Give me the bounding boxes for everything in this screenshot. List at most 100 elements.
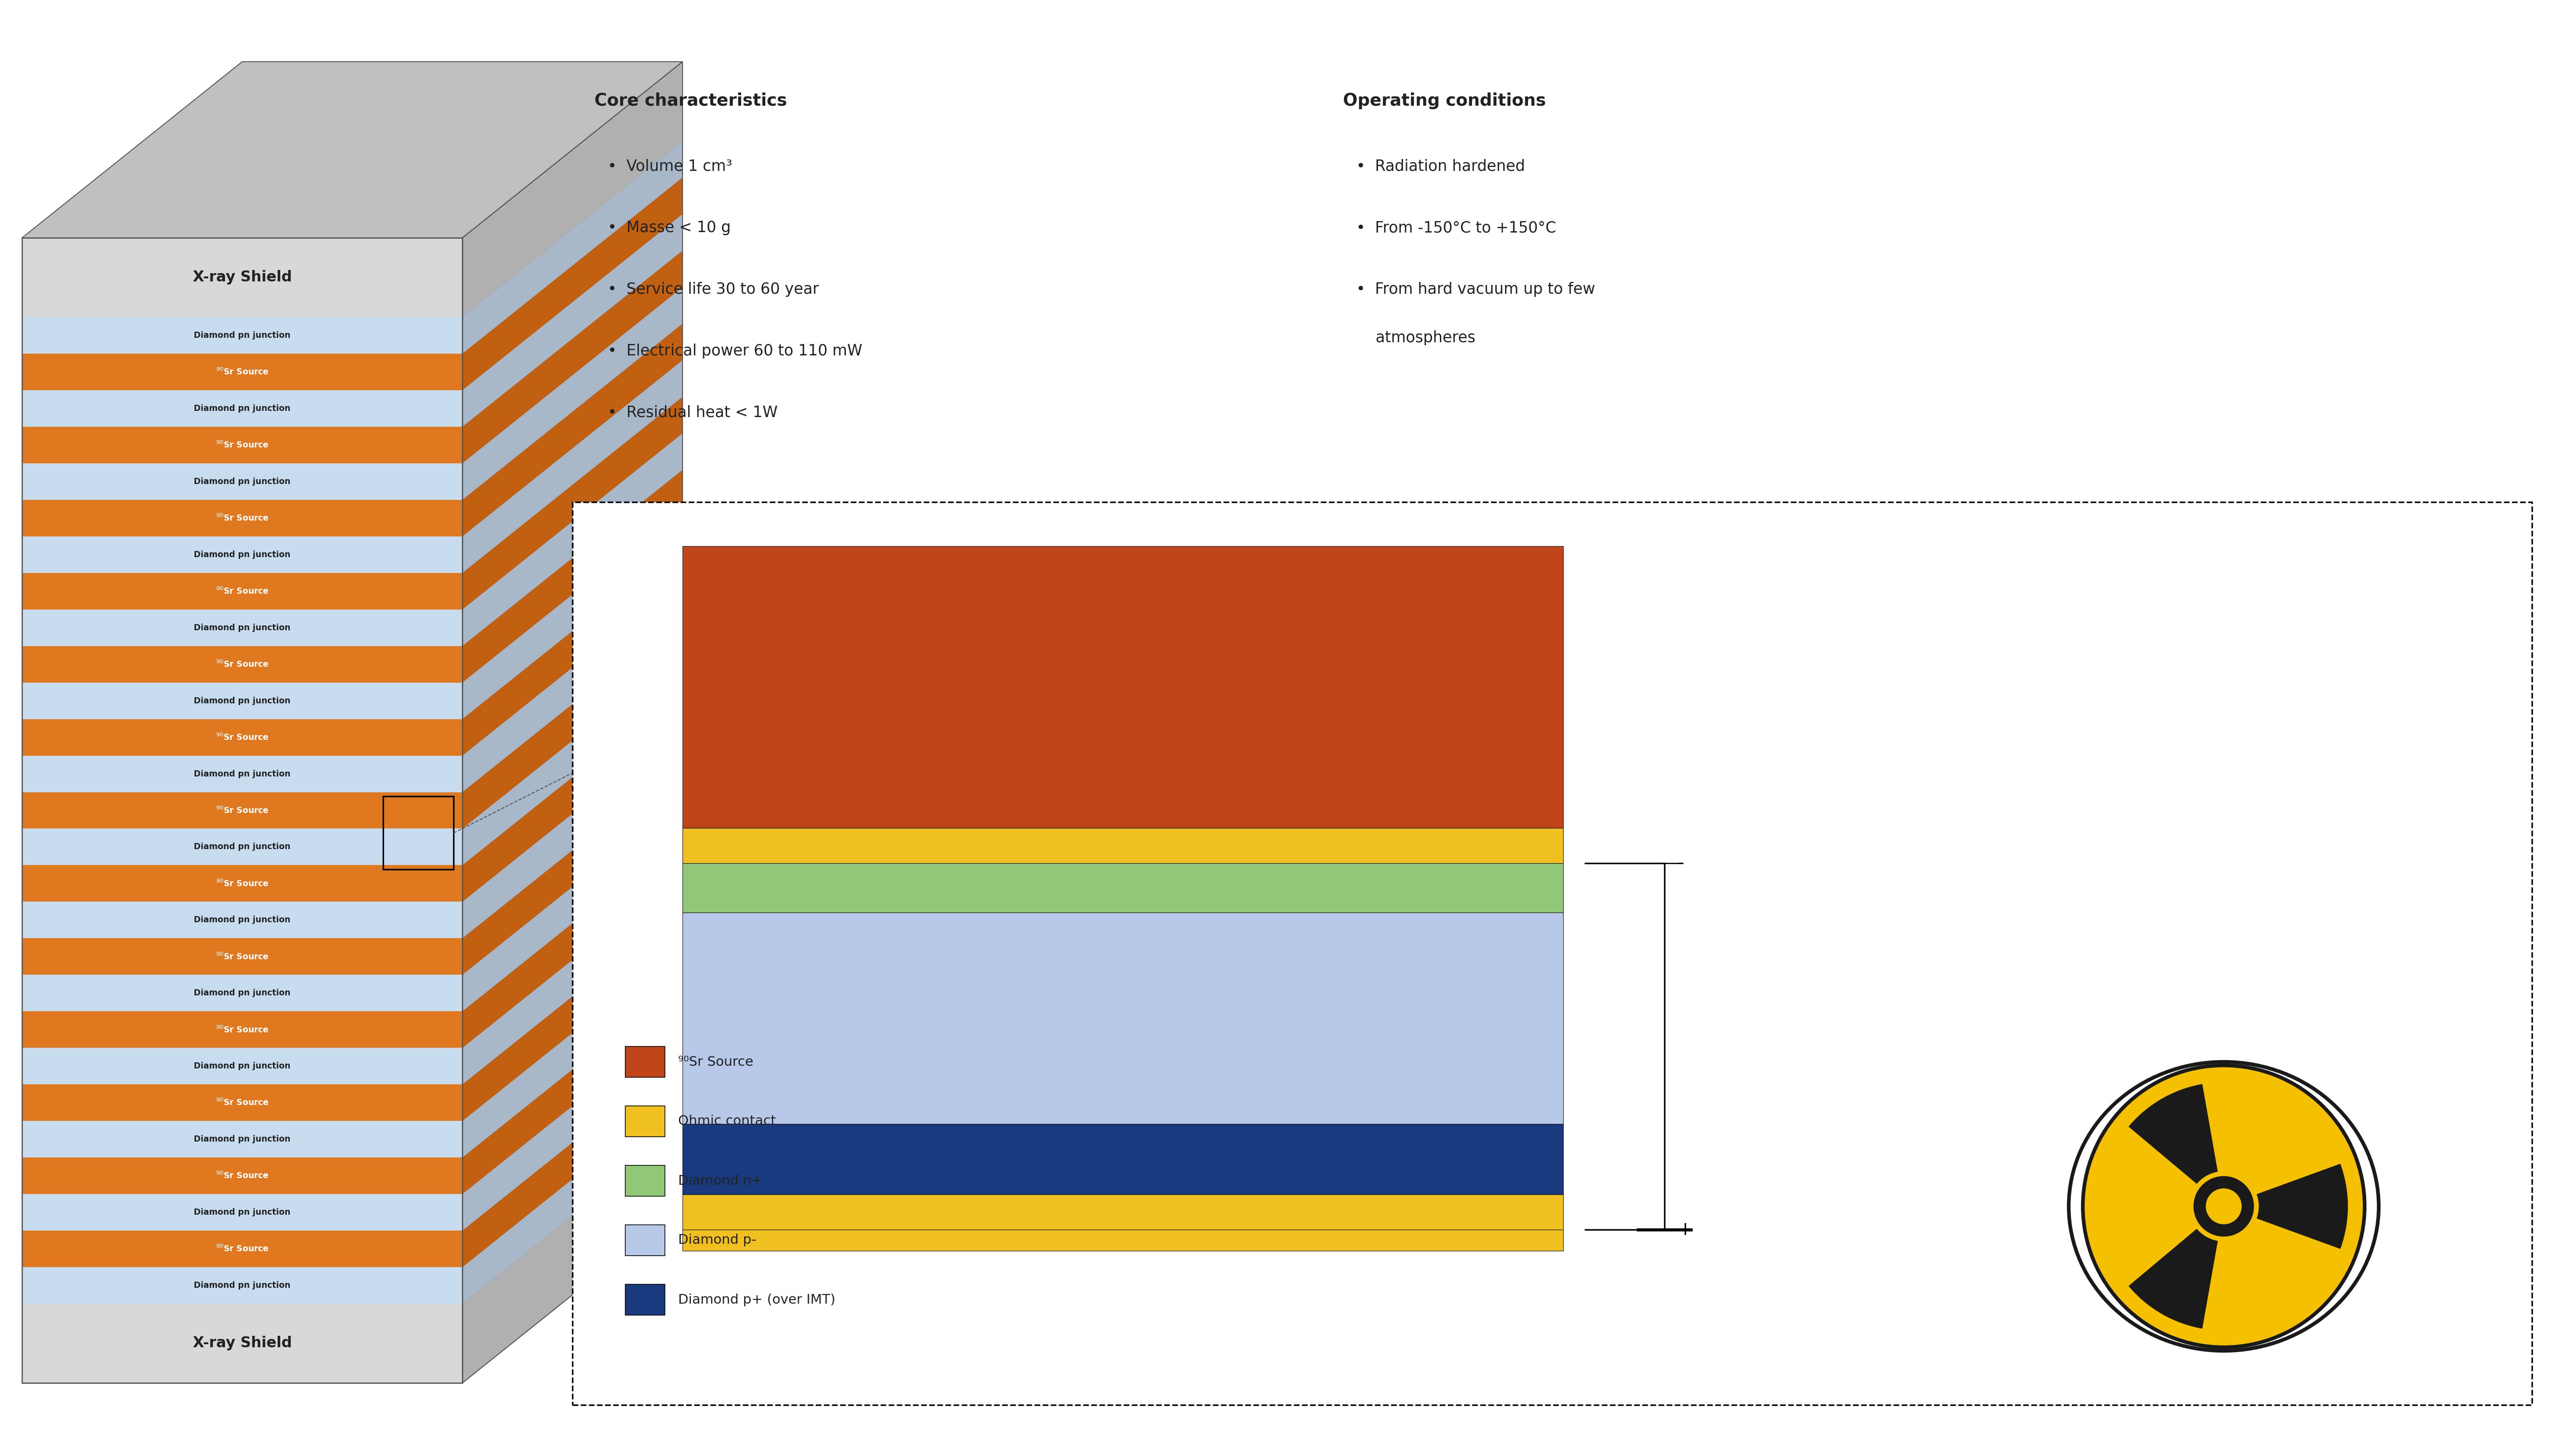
Bar	[683, 864, 1564, 913]
Text: $^{90}$Sr Source: $^{90}$Sr Source	[216, 1098, 268, 1107]
Bar	[23, 1158, 461, 1194]
Polygon shape	[461, 652, 683, 865]
Polygon shape	[461, 872, 683, 1084]
Bar	[384, 797, 453, 869]
Polygon shape	[461, 543, 683, 755]
Text: $^{90}$Sr Source: $^{90}$Sr Source	[216, 1171, 268, 1181]
Polygon shape	[461, 580, 683, 793]
Polygon shape	[461, 62, 683, 1382]
Bar	[23, 1084, 461, 1122]
Bar	[23, 500, 461, 536]
Text: Core characteristics: Core characteristics	[595, 93, 788, 109]
Text: Diamond pn junction: Diamond pn junction	[193, 1208, 291, 1217]
Bar	[572, 503, 2532, 1406]
Polygon shape	[461, 214, 683, 426]
Text: Diamond pn junction: Diamond pn junction	[193, 697, 291, 706]
Bar	[683, 827, 1564, 864]
Bar	[23, 536, 461, 572]
Bar	[23, 865, 461, 901]
Bar	[23, 1011, 461, 1048]
Polygon shape	[461, 287, 683, 500]
Text: Diamond pn junction: Diamond pn junction	[193, 1135, 291, 1143]
Bar	[23, 610, 461, 646]
Text: Diamond pn junction: Diamond pn junction	[193, 477, 291, 485]
Bar	[23, 975, 461, 1011]
Text: Diamond n+: Diamond n+	[677, 1174, 762, 1187]
Bar	[683, 546, 1564, 827]
Text: $^{90}$Sr Source: $^{90}$Sr Source	[216, 878, 268, 888]
Text: Diamond pn junction: Diamond pn junction	[193, 1062, 291, 1071]
Text: Diamond pn junction: Diamond pn junction	[193, 332, 291, 339]
Text: Operating conditions: Operating conditions	[1342, 93, 1546, 109]
Text: Ohmic contact: Ohmic contact	[677, 1114, 775, 1127]
Text: Diamond pn junction: Diamond pn junction	[193, 988, 291, 997]
Bar	[683, 1194, 1564, 1230]
Polygon shape	[461, 945, 683, 1158]
Polygon shape	[461, 690, 683, 901]
Bar	[23, 317, 461, 354]
Text: $^{90}$Sr Source: $^{90}$Sr Source	[216, 733, 268, 742]
Text: $^{90}$Sr Source: $^{90}$Sr Source	[216, 1024, 268, 1035]
Polygon shape	[23, 62, 683, 238]
Polygon shape	[461, 835, 683, 1048]
Polygon shape	[461, 397, 683, 610]
Wedge shape	[2257, 1164, 2347, 1249]
Text: •  Volume 1 cm³: • Volume 1 cm³	[608, 158, 732, 174]
Polygon shape	[461, 469, 683, 682]
Text: Diamond pn junction: Diamond pn junction	[193, 769, 291, 778]
Text: atmospheres: atmospheres	[1355, 330, 1476, 345]
Bar	[23, 1266, 461, 1304]
Text: +: +	[1677, 1220, 1692, 1239]
Text: Diamond pn junction: Diamond pn junction	[193, 1281, 291, 1290]
Bar	[626, 1046, 665, 1077]
Bar	[23, 1122, 461, 1158]
Bar	[23, 464, 461, 500]
Bar	[23, 1048, 461, 1084]
Bar	[23, 646, 461, 682]
Bar	[23, 901, 461, 939]
Polygon shape	[461, 616, 683, 829]
Text: X-ray Shield: X-ray Shield	[193, 270, 291, 285]
Text: $^{90}$Sr Source: $^{90}$Sr Source	[216, 952, 268, 961]
Text: $^{90}$Sr Source: $^{90}$Sr Source	[216, 440, 268, 449]
Bar	[626, 1224, 665, 1256]
Circle shape	[2195, 1177, 2254, 1236]
Polygon shape	[461, 909, 683, 1122]
Polygon shape	[461, 433, 683, 646]
Bar	[23, 755, 461, 793]
Text: •  Residual heat < 1W: • Residual heat < 1W	[608, 406, 778, 420]
Polygon shape	[461, 62, 683, 317]
Text: Diamond pn junction: Diamond pn junction	[193, 623, 291, 632]
Bar	[23, 682, 461, 719]
Text: $^{90}$Sr Source: $^{90}$Sr Source	[216, 659, 268, 669]
Text: $^{90}$Sr Source: $^{90}$Sr Source	[216, 806, 268, 816]
Text: •  Electrical power 60 to 110 mW: • Electrical power 60 to 110 mW	[608, 343, 863, 358]
Text: •  Service life 30 to 60 year: • Service life 30 to 60 year	[608, 283, 819, 297]
Polygon shape	[461, 1055, 683, 1266]
Polygon shape	[461, 981, 683, 1194]
Bar	[683, 1230, 1564, 1250]
Polygon shape	[461, 177, 683, 390]
Polygon shape	[23, 1304, 461, 1382]
Text: •  Radiation hardened: • Radiation hardened	[1355, 158, 1525, 174]
Bar	[626, 1106, 665, 1136]
Bar	[23, 390, 461, 426]
Bar	[23, 939, 461, 975]
Polygon shape	[23, 238, 461, 317]
Polygon shape	[461, 506, 683, 719]
Bar	[23, 1230, 461, 1266]
Text: •  Masse < 10 g: • Masse < 10 g	[608, 220, 732, 235]
Text: $^{90}$Sr Source: $^{90}$Sr Source	[216, 513, 268, 523]
Polygon shape	[461, 762, 683, 975]
Text: Diamond p-: Diamond p-	[677, 1235, 757, 1246]
Polygon shape	[461, 361, 683, 572]
Polygon shape	[461, 1017, 683, 1230]
Polygon shape	[461, 323, 683, 536]
Text: Diamond pn junction: Diamond pn junction	[193, 551, 291, 559]
Bar	[23, 572, 461, 610]
Polygon shape	[461, 1091, 683, 1304]
Polygon shape	[461, 141, 683, 354]
Text: Diamond pn junction: Diamond pn junction	[193, 843, 291, 851]
Text: $^{90}$Sr Source: $^{90}$Sr Source	[216, 1245, 268, 1253]
Polygon shape	[461, 1127, 683, 1382]
